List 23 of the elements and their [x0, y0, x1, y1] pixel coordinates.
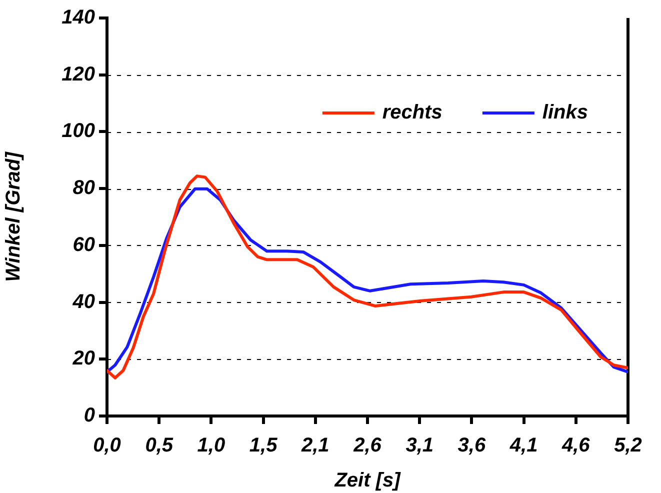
y-tick-label: 80	[72, 177, 95, 200]
y-axis-title: Winkel [Grad]	[2, 150, 25, 282]
y-tick-label: 20	[72, 348, 95, 370]
y-tick-label: 120	[62, 63, 95, 86]
x-tick-label: 3,1	[406, 434, 434, 457]
x-tick-label: 1,0	[197, 434, 226, 457]
x-tick-label: 3,6	[458, 434, 486, 457]
y-tick-label: 40	[72, 290, 95, 313]
x-tick-label: 0,5	[145, 434, 174, 457]
legend-label: links	[542, 102, 588, 124]
y-tick-label: 140	[62, 6, 95, 29]
x-tick-label: 2,1	[300, 434, 330, 457]
y-tick-label: 100	[62, 120, 95, 142]
x-tick-label: 1,5	[249, 434, 278, 457]
y-tick-label: 0	[84, 404, 95, 427]
x-axis-title: Zeit [s]	[334, 470, 402, 492]
x-tick-label: 5,2	[614, 434, 642, 457]
x-tick-label: 4,1	[508, 434, 538, 457]
y-tick-label: 60	[72, 234, 95, 256]
x-tick-label: 2,6	[352, 434, 382, 457]
x-tick-label: 4,6	[560, 434, 591, 457]
legend-label: rechts	[382, 102, 442, 124]
x-tick-label: 0,0	[93, 434, 121, 457]
